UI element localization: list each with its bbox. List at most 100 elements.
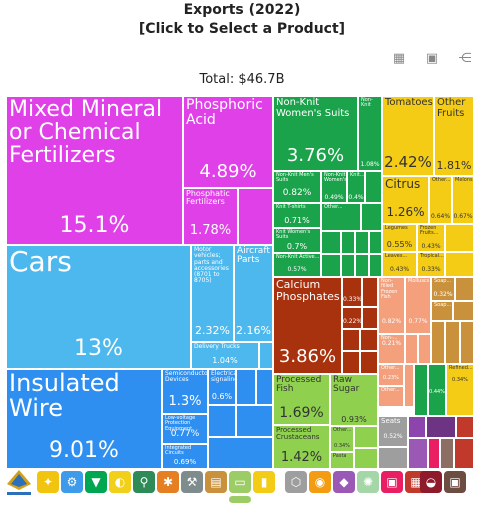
tile-mixed-fertilizers[interactable]: Mixed Mineral or Chemical Fertilizers 15…: [6, 96, 183, 245]
tile-non-knit-womens-2[interactable]: Non-Knit Women's... 0.49%: [321, 171, 347, 203]
image-icon[interactable]: ▣: [425, 51, 439, 66]
tile-chem-small3[interactable]: 0.22%: [342, 307, 362, 329]
tile-citrus[interactable]: Citrus 1.26%: [382, 176, 429, 224]
mineral-icon[interactable]: ◐: [109, 471, 131, 493]
tile-red-2[interactable]: [454, 438, 474, 469]
tile-leaves[interactable]: Leaves... 0.43%: [382, 252, 417, 277]
tile-misc-small3[interactable]: [445, 321, 460, 364]
tile-soap-1[interactable]: Soap... 0.32%: [431, 277, 455, 301]
tile-textile-small4[interactable]: [341, 231, 355, 254]
tile-machine-small4[interactable]: [236, 405, 273, 437]
tile-processed-crustaceans[interactable]: Processed Crustaceans 1.42%: [273, 425, 330, 469]
tile-soap-2[interactable]: Soap...: [431, 301, 453, 321]
tile-grey-small[interactable]: [378, 447, 408, 469]
vegetable-icon[interactable]: ⚙: [61, 471, 83, 493]
tile-integrated-circuits[interactable]: Integrated Circuits 0.69%: [162, 444, 208, 469]
transport-icon[interactable]: ▣: [381, 471, 403, 493]
tile-animal-small2[interactable]: [418, 334, 431, 364]
tile-animal-small1[interactable]: [405, 334, 418, 364]
tile-pink-small[interactable]: [404, 364, 414, 407]
hide-icon[interactable]: ⚒: [181, 471, 203, 493]
tile-food-small1[interactable]: [354, 426, 378, 448]
tile-refined[interactable]: Refined... 0.34%: [446, 364, 474, 416]
tile-chem-small5[interactable]: [342, 329, 360, 351]
tile-purple-2[interactable]: [426, 416, 456, 438]
tile-knit-tshirts[interactable]: Knit T-shirts 0.71%: [273, 203, 321, 228]
tile-chem-small7[interactable]: [342, 351, 360, 374]
tile-textile-small9[interactable]: [355, 254, 369, 277]
tile-pasta[interactable]: Pasta: [330, 452, 354, 469]
tile-machine-small3[interactable]: [208, 405, 236, 437]
tile-seats[interactable]: Seats 0.52%: [378, 416, 408, 447]
tile-non-knit-small[interactable]: Non-Knit 1.08%: [358, 96, 382, 171]
paper-icon[interactable]: ▭: [229, 471, 251, 493]
tile-textile-small7[interactable]: [321, 254, 341, 277]
machine-icon[interactable]: ✺: [357, 471, 379, 493]
share-icon[interactable]: ⋲: [458, 51, 472, 66]
tile-veg-other[interactable]: Other... 0.64%: [429, 176, 452, 224]
tile-veg-small2[interactable]: [445, 252, 474, 277]
tile-motor-vehicle-parts[interactable]: Motor vehicles; parts and accessories (8…: [191, 245, 234, 342]
tile-knit-womens-suits[interactable]: Knit Women's Suits 0.7%: [273, 228, 321, 253]
food-icon[interactable]: ▼: [85, 471, 107, 493]
tile-electrical-signaling[interactable]: Electrical signaling 0.6%: [208, 369, 236, 405]
tile-cars[interactable]: Cars 13%: [6, 245, 191, 369]
textile-icon[interactable]: ▮: [253, 471, 275, 493]
tile-textile-small2[interactable]: [361, 203, 382, 231]
tile-transport-small[interactable]: [259, 342, 273, 369]
tile-chem-small1[interactable]: 0.33%: [342, 277, 362, 307]
animal-icon[interactable]: ✦: [37, 471, 59, 493]
tile-calcium-phosphates[interactable]: Calcium Phosphates 3.86%: [273, 277, 342, 374]
tile-textile-small1[interactable]: [365, 171, 382, 203]
tile-soap-small[interactable]: [455, 277, 474, 301]
tile-chem-small4[interactable]: [362, 307, 378, 329]
tile-frozen-fruits[interactable]: Frozen Fruits... 0.43%: [417, 224, 445, 252]
tile-tomatoes[interactable]: Tomatoes 2.42%: [382, 96, 434, 176]
metal-icon[interactable]: ◆: [333, 471, 355, 493]
tile-legumes[interactable]: Legumes 0.55%: [382, 224, 417, 252]
tile-chem-small8[interactable]: [360, 351, 378, 374]
tile-pink-2[interactable]: [428, 438, 440, 469]
tile-textile-small8[interactable]: [341, 254, 355, 277]
tile-food-small2[interactable]: [354, 448, 378, 469]
chemical-icon[interactable]: ⚲: [133, 471, 155, 493]
art-icon[interactable]: ▣: [444, 471, 466, 493]
tile-machine-small2[interactable]: [256, 369, 273, 405]
tile-semiconductor-devices[interactable]: Semiconductor Devices 1.3%: [162, 369, 208, 414]
tile-non-fillet-frozen-fish[interactable]: Non-filled Frozen Fish 0.82%: [378, 277, 405, 334]
tile-red-1[interactable]: [456, 416, 474, 438]
tile-food-other[interactable]: Other... 0.34%: [330, 426, 354, 452]
tile-phosphoric-acid[interactable]: Phosphoric Acid 4.89%: [183, 96, 273, 188]
tile-melons[interactable]: Melons 0.67%: [452, 176, 474, 224]
tile-misc-small1[interactable]: [453, 301, 474, 321]
tile-non-knit-mens-suits[interactable]: Non-Knit Men's Suits 0.82%: [273, 171, 321, 203]
misc-icon[interactable]: [229, 496, 251, 503]
tile-other-pink-1[interactable]: Other... 0.23%: [378, 364, 404, 386]
tile-chem-small2[interactable]: [362, 277, 378, 307]
tile-non-knit-womens-suits[interactable]: Non-Knit Women's Suits 3.76%: [273, 96, 358, 171]
tile-textile-small10[interactable]: [369, 254, 382, 277]
tile-textile-small3[interactable]: [321, 231, 341, 254]
tile-low-voltage-protection[interactable]: Low-voltage Protection Equipment 0.77%: [162, 414, 208, 444]
tile-green-044[interactable]: 0.44%: [428, 364, 446, 416]
tile-chem-small6[interactable]: [360, 329, 378, 351]
tile-aircraft-parts[interactable]: Aircraft Parts 2.16%: [234, 245, 273, 342]
chart-title-line2[interactable]: [Click to Select a Product]: [138, 21, 346, 37]
tile-veg-small1[interactable]: [445, 224, 474, 252]
tile-textile-other[interactable]: Other...: [321, 203, 361, 231]
tile-molluscs[interactable]: Molluscs 0.77%: [405, 277, 431, 334]
grid-icon[interactable]: ▦: [392, 51, 406, 66]
tile-phosphatic-fertilizers[interactable]: Phosphatic Fertilizers 1.78%: [183, 188, 238, 245]
tile-textile-small5[interactable]: [355, 231, 369, 254]
tile-purple-3[interactable]: [408, 438, 428, 469]
tile-misc-small4[interactable]: [460, 321, 474, 364]
stone-icon[interactable]: ◉: [309, 471, 331, 493]
tile-textile-small6[interactable]: [369, 231, 382, 254]
tile-tropical[interactable]: Tropical... 0.33%: [417, 252, 445, 277]
tile-other-fruits[interactable]: Other Fruits 1.81%: [434, 96, 474, 176]
tile-machine-small1[interactable]: [236, 369, 256, 405]
tile-machine-small5[interactable]: [208, 437, 273, 469]
wood-icon[interactable]: ▤: [205, 471, 227, 493]
tile-knit-2[interactable]: Knit... 0.4%: [347, 171, 365, 203]
tile-other-pink-2[interactable]: Other...: [378, 386, 404, 407]
